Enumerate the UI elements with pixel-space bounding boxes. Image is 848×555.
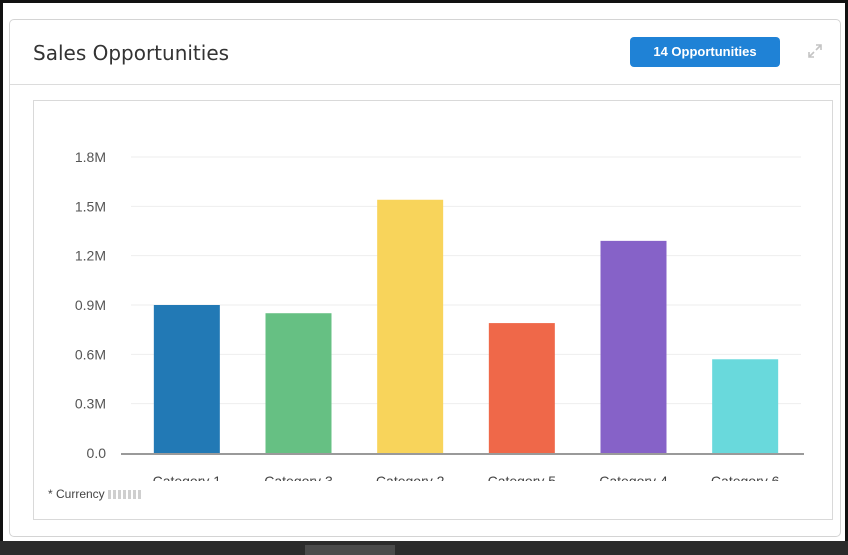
bar-category-4[interactable] bbox=[600, 240, 667, 453]
taskbar-strip bbox=[0, 541, 848, 555]
x-tick-label: Category 4 bbox=[599, 473, 668, 481]
x-tick-label: Category 6 bbox=[711, 473, 780, 481]
bar-category-3[interactable] bbox=[265, 313, 332, 453]
redacted-currency bbox=[107, 490, 142, 500]
chart-panel: 0.0 0.3M 0.6M 0.9M 1.2M 1.5M 1.8M Category 1 Cat… bbox=[33, 100, 833, 520]
x-tick-label: Category 2 bbox=[376, 473, 445, 481]
bar-category-2[interactable] bbox=[377, 199, 444, 453]
card-header: Sales Opportunities 14 Opportunities bbox=[10, 20, 840, 85]
y-tick-label: 0.3M bbox=[75, 396, 106, 412]
x-tick-label: Category 1 bbox=[153, 473, 222, 481]
currency-footnote: * Currency bbox=[48, 487, 142, 501]
card-title: Sales Opportunities bbox=[33, 41, 230, 65]
y-tick-label: 0.0 bbox=[87, 445, 107, 461]
bar-chart: 0.0 0.3M 0.6M 0.9M 1.2M 1.5M 1.8M Category 1 Cat… bbox=[75, 149, 804, 489]
x-tick-label: Category 5 bbox=[488, 473, 557, 481]
y-tick-label: 1.2M bbox=[75, 248, 106, 264]
bar-category-1[interactable] bbox=[153, 305, 220, 453]
y-tick-label: 0.9M bbox=[75, 297, 106, 313]
bar-category-5[interactable] bbox=[488, 323, 555, 453]
y-tick-label: 1.5M bbox=[75, 198, 106, 214]
taskbar-segment bbox=[305, 545, 395, 555]
y-tick-label: 0.6M bbox=[75, 346, 106, 362]
y-tick-label: 1.8M bbox=[75, 149, 106, 165]
x-tick-label: Category 3 bbox=[264, 473, 333, 481]
expand-arrows-icon[interactable] bbox=[806, 42, 824, 60]
bar-category-6[interactable] bbox=[712, 359, 779, 453]
opportunities-count-badge[interactable]: 14 Opportunities bbox=[630, 37, 780, 67]
footnote-text: * Currency bbox=[48, 487, 105, 501]
sales-opportunities-card: Sales Opportunities 14 Opportunities 0.0… bbox=[9, 19, 841, 537]
